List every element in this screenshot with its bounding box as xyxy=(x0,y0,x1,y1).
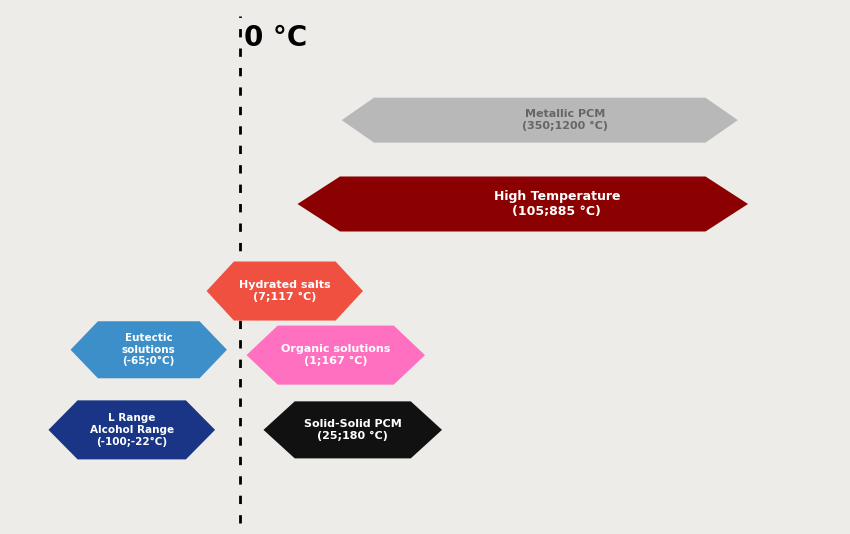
Polygon shape xyxy=(246,326,425,384)
Text: Hydrated salts
(7;117 °C): Hydrated salts (7;117 °C) xyxy=(239,280,331,302)
Polygon shape xyxy=(264,402,442,458)
Text: Solid-Solid PCM
(25;180 °C): Solid-Solid PCM (25;180 °C) xyxy=(304,419,401,441)
Polygon shape xyxy=(207,262,363,320)
Text: 0 °C: 0 °C xyxy=(244,24,307,52)
Text: Organic solutions
(1;167 °C): Organic solutions (1;167 °C) xyxy=(281,344,390,366)
Text: High Temperature
(105;885 °C): High Temperature (105;885 °C) xyxy=(494,190,620,218)
Polygon shape xyxy=(71,321,227,378)
Polygon shape xyxy=(342,98,738,143)
Polygon shape xyxy=(48,400,215,459)
Text: Metallic PCM
(350;1200 °C): Metallic PCM (350;1200 °C) xyxy=(522,109,609,131)
Polygon shape xyxy=(298,176,748,232)
Text: Eutectic
solutions
(-65;0°C): Eutectic solutions (-65;0°C) xyxy=(122,333,176,366)
Text: L Range
Alcohol Range
(-100;-22°C): L Range Alcohol Range (-100;-22°C) xyxy=(90,413,173,446)
